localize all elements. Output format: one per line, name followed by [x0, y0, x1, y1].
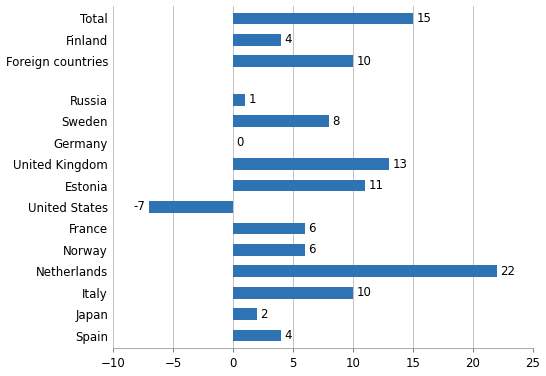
Bar: [233, 115, 329, 127]
Text: 8: 8: [333, 115, 340, 128]
Text: 6: 6: [308, 222, 316, 235]
Text: 2: 2: [260, 308, 268, 321]
Text: 6: 6: [308, 243, 316, 256]
Text: 1: 1: [248, 93, 256, 106]
Text: 4: 4: [284, 33, 292, 46]
Bar: [233, 287, 353, 299]
Bar: [233, 244, 305, 256]
Bar: [149, 201, 233, 213]
Text: -7: -7: [133, 200, 145, 214]
Bar: [233, 223, 305, 234]
Bar: [233, 34, 281, 46]
Bar: [233, 158, 389, 170]
Text: 10: 10: [357, 286, 371, 299]
Text: 4: 4: [284, 329, 292, 342]
Text: 22: 22: [501, 265, 515, 278]
Text: 15: 15: [417, 12, 431, 25]
Bar: [233, 55, 353, 67]
Bar: [233, 12, 413, 24]
Text: 0: 0: [236, 136, 244, 149]
Bar: [233, 94, 245, 106]
Bar: [233, 265, 497, 277]
Text: 13: 13: [393, 158, 407, 171]
Bar: [233, 308, 257, 320]
Text: 10: 10: [357, 55, 371, 68]
Text: 11: 11: [369, 179, 384, 192]
Bar: [233, 330, 281, 341]
Bar: [233, 180, 365, 191]
